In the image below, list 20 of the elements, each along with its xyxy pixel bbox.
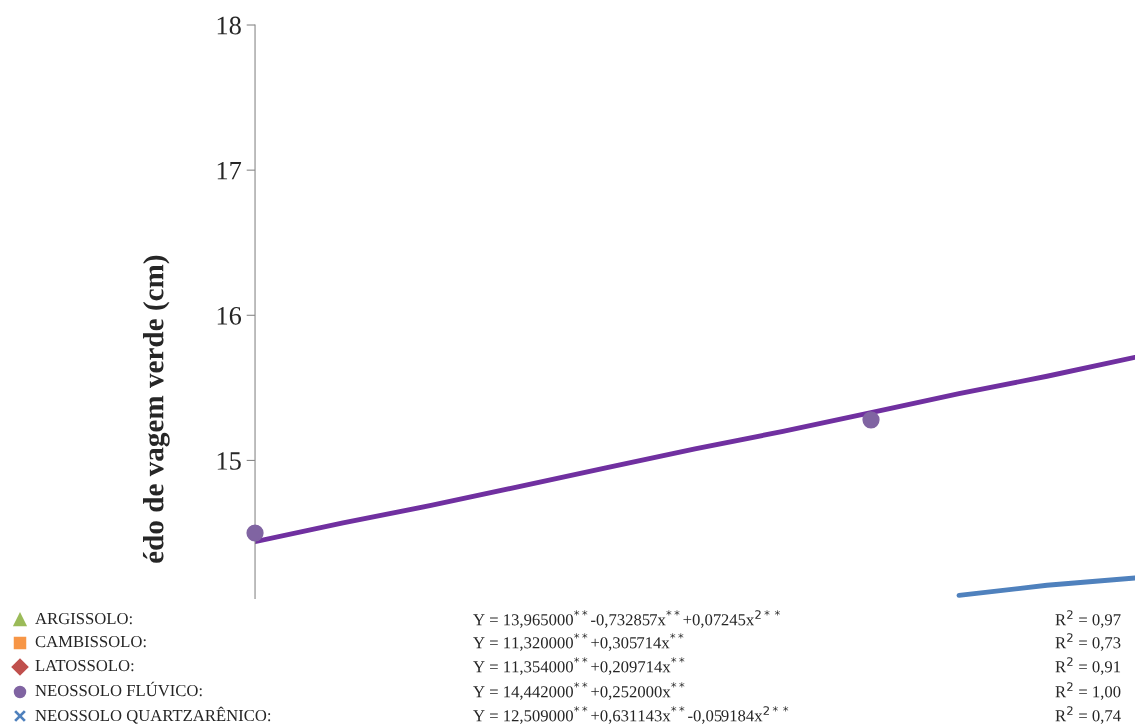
text: Y = 12,509000$^{**}$+0,631143x$^{**}$-0,059184x$^{2**}$	[473, 706, 789, 724]
text: R$^{2}$ = 0,97	[1055, 610, 1121, 628]
text: R$^{2}$ = 0,91	[1055, 657, 1121, 675]
text: Y = 14,442000$^{**}$+0,252000x$^{**}$	[473, 682, 685, 700]
text: Y = 13,965000$^{**}$-0,732857x$^{**}$+0,07245x$^{2**}$	[473, 610, 780, 628]
legend-label: ARGISSOLO:	[35, 612, 132, 625]
text: R$^{2}$ = 0,73	[1055, 633, 1121, 651]
y-tick-label: 18	[217, 16, 241, 35]
text: Y = 11,320000$^{**}$+0,305714x$^{**}$	[473, 633, 684, 651]
text: Y = 11,354000$^{**}$+0,209714x$^{**}$	[473, 657, 685, 675]
y-axis-title: édo de vagem verde (cm)	[142, 255, 170, 563]
text: R$^{2}$ = 1,00	[1055, 682, 1121, 700]
legend-label: NEOSSOLO QUARTZARÊNICO:	[35, 706, 271, 724]
y-tick-label: 15	[217, 452, 241, 470]
legend-label: NEOSSOLO FLÚVICO:	[35, 681, 202, 697]
y-tick-label: 16	[217, 306, 242, 325]
legend-label: CAMBISSOLO:	[35, 635, 146, 648]
text: R$^{2}$ = 0,74	[1055, 706, 1121, 724]
legend-label: LATOSSOLO:	[35, 659, 134, 672]
y-tick-label: 17	[217, 161, 242, 180]
